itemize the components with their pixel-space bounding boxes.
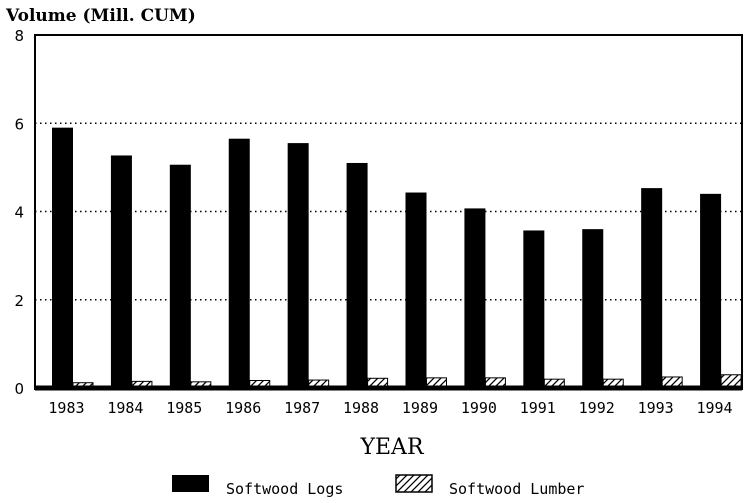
legend-label-softwood-logs: Softwood Logs <box>226 480 343 498</box>
bar-softwood-logs-1987 <box>287 143 309 388</box>
bar-softwood-logs-1993 <box>641 188 663 388</box>
legend: Softwood Logs Softwood Lumber <box>172 474 584 498</box>
bar-softwood-logs-1991 <box>523 230 545 388</box>
grid-lines <box>35 122 742 301</box>
bar-softwood-logs-1988 <box>346 162 368 388</box>
x-tick-label: 1989 <box>402 399 438 417</box>
x-tick-label: 1988 <box>343 399 379 417</box>
x-tick-label: 1992 <box>579 399 615 417</box>
y-tick-label: 8 <box>14 27 24 45</box>
y-tick-label: 0 <box>14 380 24 398</box>
bar-softwood-logs-1989 <box>405 192 427 388</box>
y-tick-labels: 0 2 4 6 8 <box>14 27 24 398</box>
bar-softwood-logs-1983 <box>52 127 73 388</box>
bars <box>52 127 742 389</box>
bar-softwood-logs-1992 <box>582 229 604 388</box>
x-tick-label: 1994 <box>696 399 732 417</box>
x-tick-label: 1986 <box>225 399 261 417</box>
x-tick-label: 1991 <box>520 399 556 417</box>
legend-label-softwood-lumber: Softwood Lumber <box>449 480 584 498</box>
y-tick-label: 6 <box>14 115 24 133</box>
x-tick-label: 1987 <box>284 399 320 417</box>
legend-swatch-softwood-logs <box>172 475 209 492</box>
x-tick-label: 1985 <box>166 399 202 417</box>
legend-swatch-softwood-lumber <box>395 474 433 493</box>
x-tick-labels: 1983 1984 1985 1986 1987 1988 1989 1990 1991 1992… <box>48 399 732 417</box>
y-tick-label: 2 <box>14 292 24 310</box>
x-axis-label: YEAR <box>359 435 424 460</box>
bar-softwood-logs-1985 <box>169 164 191 388</box>
x-tick-label: 1990 <box>461 399 497 417</box>
bar-softwood-logs-1994 <box>700 193 722 388</box>
bar-softwood-logs-1990 <box>464 208 486 388</box>
y-tick-label: 4 <box>14 204 24 222</box>
x-tick-label: 1993 <box>638 399 674 417</box>
y-axis-label: Volume (Mill. CUM) <box>5 6 196 26</box>
x-tick-label: 1983 <box>48 399 84 417</box>
x-tick-label: 1984 <box>107 399 143 417</box>
bar-softwood-logs-1986 <box>228 138 250 388</box>
bar-softwood-logs-1984 <box>110 155 132 388</box>
